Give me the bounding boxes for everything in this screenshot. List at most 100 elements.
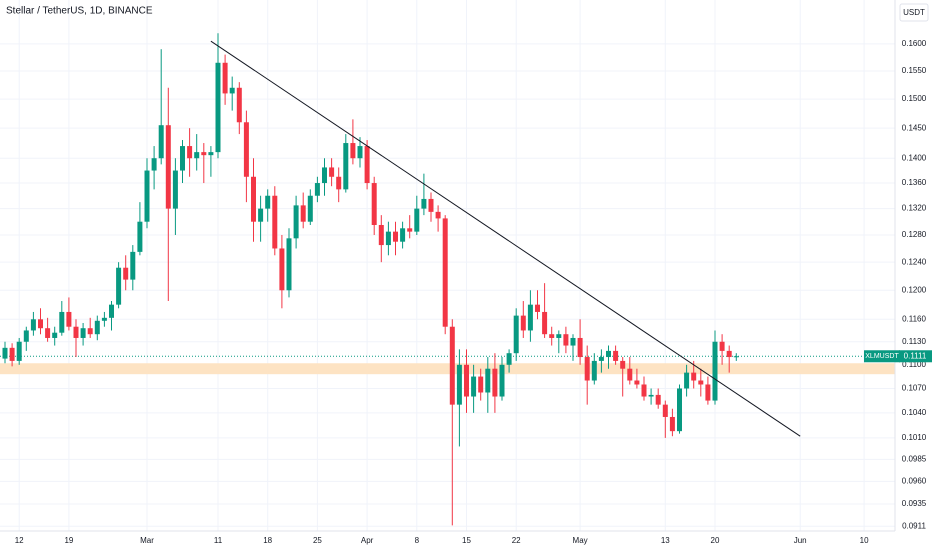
candle-body — [591, 360, 597, 381]
y-tick-label: 0.0960 — [902, 477, 927, 486]
candle-body — [357, 146, 363, 159]
x-tick-label: 8 — [415, 536, 420, 545]
x-tick-label: 20 — [711, 536, 720, 545]
candle-body — [733, 356, 739, 358]
candle-body — [712, 341, 718, 401]
trendline — [210, 40, 801, 437]
y-tick-label: 0.0911 — [902, 521, 926, 530]
x-tick-label: Mar — [140, 536, 154, 545]
candle-body — [641, 384, 647, 397]
candle-body — [719, 341, 725, 351]
candle-body — [293, 205, 299, 239]
candle-body — [9, 347, 15, 361]
candle-body — [669, 416, 675, 432]
candle-body — [208, 152, 214, 156]
y-tick-label: 0.1500 — [902, 94, 927, 103]
candle-body — [393, 231, 398, 242]
y-tick-label: 0.1240 — [902, 257, 927, 266]
candle-body — [130, 251, 136, 280]
candle-body — [300, 205, 306, 222]
x-tick-label: 10 — [860, 536, 869, 545]
candle-body — [116, 267, 122, 305]
candle-body — [435, 211, 441, 219]
candle-body — [563, 334, 569, 346]
candle-body — [556, 334, 562, 338]
candle-body — [726, 350, 732, 358]
candle-body — [38, 319, 43, 329]
candle-body — [279, 248, 285, 291]
candle-body — [2, 347, 8, 359]
candle-body — [648, 394, 654, 397]
candle-body — [336, 176, 342, 190]
y-tick-label: 0.1320 — [902, 204, 927, 213]
candle-body — [407, 228, 413, 232]
candle-body — [258, 208, 264, 222]
candle-body — [513, 315, 519, 354]
candle-body — [23, 330, 29, 342]
last-price-tag — [899, 350, 932, 363]
candle-body — [66, 311, 72, 327]
x-tick-label: Jun — [794, 536, 807, 545]
candle-body — [194, 152, 200, 159]
y-tick-label: 0.1070 — [902, 384, 927, 393]
candle-body — [201, 152, 207, 156]
candle-body — [73, 326, 79, 338]
y-tick-label: 0.1130 — [902, 337, 926, 346]
x-tick-label: 22 — [512, 536, 521, 545]
candle-body — [16, 341, 22, 361]
candle-body — [613, 350, 619, 361]
candle-body — [705, 384, 711, 401]
candle-body — [265, 195, 271, 209]
candle-body — [442, 218, 448, 327]
candle-body — [137, 221, 143, 252]
candle-body — [385, 231, 391, 246]
last-price-label: 0.1111 — [904, 351, 927, 360]
y-tick-label: 0.1550 — [902, 66, 927, 75]
candle-body — [101, 317, 107, 321]
plot-area — [0, 0, 895, 531]
currency-button[interactable] — [899, 3, 929, 22]
candle-body — [286, 238, 292, 291]
support-zone — [0, 363, 895, 375]
candle-body — [45, 328, 51, 338]
candle-body — [52, 332, 58, 338]
candle-body — [471, 376, 477, 397]
candle-body — [215, 62, 221, 153]
candle-body — [584, 357, 590, 381]
y-tick-label: 0.1400 — [902, 153, 927, 162]
candle-body — [492, 368, 498, 397]
candle-body — [655, 394, 661, 405]
candle-body — [307, 195, 313, 222]
candle-body — [620, 360, 626, 369]
x-tick-label: 12 — [15, 536, 24, 545]
candle-body — [677, 388, 682, 432]
symbol-tag-label: XLMUSDT — [865, 353, 899, 360]
candle-body — [172, 170, 178, 209]
y-tick-label: 0.1600 — [902, 39, 927, 48]
x-tick-label: May — [573, 536, 588, 545]
candle-body — [187, 146, 193, 159]
y-tick-label: 0.0935 — [902, 499, 927, 508]
y-tick-label: 0.1040 — [902, 408, 927, 417]
x-tick-label: 25 — [313, 536, 322, 545]
candle-body — [59, 311, 65, 333]
candle-body — [229, 87, 235, 94]
x-tick-label: 13 — [661, 536, 670, 545]
y-tick-label: 0.1200 — [902, 285, 927, 294]
candle-body — [123, 267, 129, 280]
candle-body — [322, 167, 327, 184]
candle-body — [94, 320, 100, 335]
candle-body — [222, 62, 228, 94]
candle-body — [400, 228, 406, 242]
x-tick-label: 18 — [263, 536, 272, 545]
candle-body — [691, 372, 697, 381]
candle-body — [485, 368, 491, 393]
x-tick-label: 15 — [462, 536, 471, 545]
currency-label: USDT — [903, 8, 925, 17]
candle-body — [464, 364, 469, 397]
candle-body — [243, 122, 249, 177]
candle-body — [456, 364, 462, 405]
symbol-tag — [864, 350, 900, 363]
